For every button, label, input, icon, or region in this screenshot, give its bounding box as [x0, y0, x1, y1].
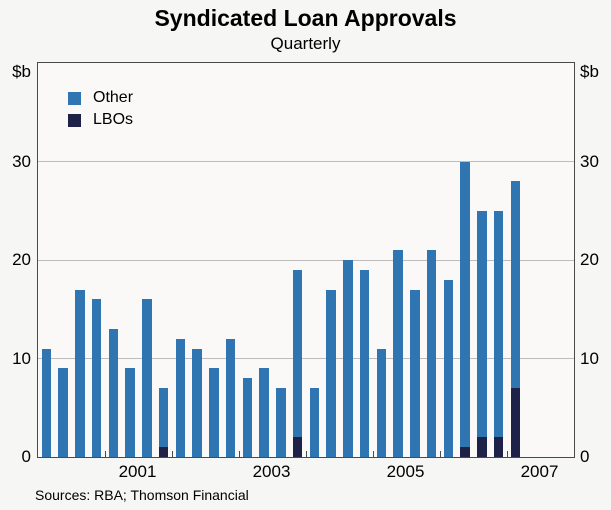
gridline-30: [38, 161, 574, 162]
bar-segment-lbos: [158, 447, 169, 457]
chart-title: Syndicated Loan Approvals: [154, 5, 457, 31]
y-axis-label-left: 0: [21, 447, 31, 466]
bar-segment-other: [259, 368, 269, 457]
bar-segment-other: [343, 260, 353, 457]
x-axis-label-2001: 2001: [118, 462, 157, 481]
bar-segment-lbos: [493, 437, 504, 457]
bar-segment-other: [393, 250, 403, 457]
bar-segment-other: [242, 378, 253, 457]
bar-segment-other: [41, 348, 52, 457]
bar-segment-other: [91, 299, 102, 457]
bar-segment-other: [58, 368, 68, 457]
legend-label-lbos: LBOs: [93, 111, 134, 128]
bar-segment-other: [108, 328, 119, 457]
legend-label-other: Other: [93, 89, 134, 106]
bar-segment-other: [292, 269, 303, 438]
x-axis-year-tick: [372, 451, 374, 457]
bar-segment-other: [125, 368, 135, 457]
x-axis-year-tick: [171, 451, 173, 457]
y-axis-unit-right: $b: [580, 62, 599, 81]
bar-segment-other: [175, 338, 186, 457]
legend-item-other: Other: [68, 87, 133, 109]
bar-segment-other: [142, 299, 152, 457]
y-axis-label-right: 20: [580, 250, 599, 269]
gridline-10: [38, 358, 574, 359]
y-axis-label-right: 30: [580, 151, 599, 171]
bar-segment-lbos: [460, 447, 470, 457]
x-axis-label-2005: 2005: [386, 462, 425, 481]
legend: Other LBOs: [68, 87, 133, 131]
x-axis-year-tick: [104, 451, 106, 457]
y-axis-label-left: 20: [12, 250, 31, 269]
y-axis-label-left: 10: [12, 348, 31, 368]
bar-segment-lbos: [292, 437, 303, 457]
bar-segment-other: [225, 338, 236, 457]
bar-segment-other: [359, 269, 370, 457]
bar-segment-other: [309, 388, 320, 457]
bar-segment-other: [493, 210, 504, 438]
x-axis-year-tick: [506, 451, 508, 457]
bar-segment-other: [376, 348, 387, 457]
bar-segment-other: [326, 289, 336, 457]
x-axis-label-2007: 2007: [520, 462, 559, 481]
plot-area: Other LBOs: [37, 62, 575, 458]
bar-segment-other: [443, 279, 454, 457]
bar-segment-other: [158, 388, 169, 448]
y-axis-unit-left: $b: [12, 62, 31, 81]
bar-segment-other: [426, 250, 437, 457]
bar-segment-other: [75, 289, 85, 457]
bar-segment-other: [192, 348, 202, 457]
x-axis-year-tick: [439, 451, 441, 457]
chart-subtitle: Quarterly: [270, 34, 341, 53]
legend-item-lbos: LBOs: [68, 109, 133, 131]
bar-segment-other: [209, 368, 219, 457]
bar-segment-lbos: [510, 388, 521, 457]
bar-segment-other: [276, 388, 286, 457]
bar-segment-other: [477, 210, 487, 438]
y-axis-label-right: 0: [580, 447, 590, 466]
x-axis-label-2003: 2003: [252, 462, 291, 481]
bar-segment-other: [410, 289, 420, 457]
bar-segment-other: [510, 181, 521, 389]
legend-swatch-lbos-icon: [68, 113, 81, 127]
source-note: Sources: RBA; Thomson Financial: [35, 487, 249, 503]
x-axis-year-tick: [305, 451, 307, 457]
bar-segment-other: [460, 161, 470, 448]
x-axis-year-tick: [238, 451, 240, 457]
bar-segment-lbos: [477, 437, 487, 457]
legend-swatch-other-icon: [68, 91, 81, 105]
y-axis-label-right: 10: [580, 348, 599, 368]
y-axis-label-left: 30: [12, 151, 31, 171]
gridline-20: [38, 259, 574, 261]
